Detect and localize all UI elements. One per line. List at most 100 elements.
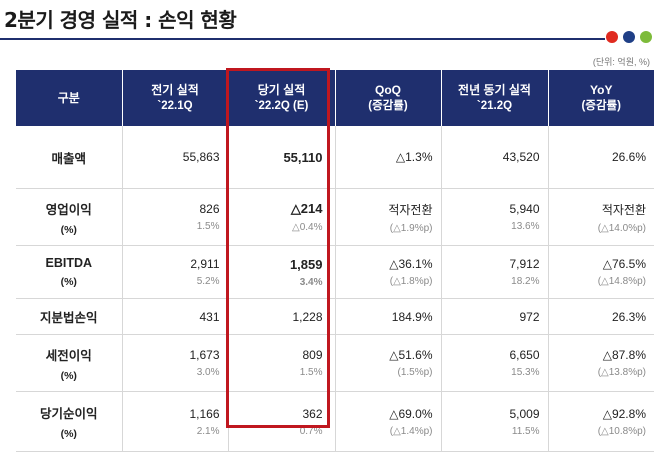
qoq-cell: △69.0% (△1.4%p) (335, 391, 442, 452)
yoy-cell: △87.8% (△13.8%p) (548, 334, 654, 392)
row-label: 지분법손익 (16, 298, 123, 335)
prev-value: 431 (199, 309, 220, 324)
blue-dot-icon (623, 31, 635, 43)
yoy-cell: △76.5% (△14.8%p) (548, 245, 654, 299)
table-row: 영업이익 (%) 826 1.5% △214 △0.4% 적자전환 (△1.9%p) 5… (16, 188, 654, 246)
yoy-value: △92.8% (602, 406, 646, 421)
table-header-row: 구분 전기 실적 `22.1Q 당기 실적 `22.2Q (E) QoQ (증감률) … (16, 70, 654, 126)
prev-cell: 55,863 (122, 126, 229, 189)
current-value: 55,110 (283, 149, 323, 165)
row-label-text: 세전이익 (45, 348, 92, 363)
year-ago-value: 7,912 (509, 257, 540, 271)
qoq-value: △1.3% (395, 150, 433, 164)
col-header-sublabel: (증감률) (581, 99, 621, 112)
row-label-text: 당기순이익 (39, 407, 98, 421)
current-margin: 0.7% (299, 425, 323, 437)
yoy-margin: (△14.0%p) (597, 222, 646, 234)
col-header-label: QoQ (375, 82, 401, 97)
col-header-sublabel: `22.2Q (E) (254, 99, 309, 112)
table-row: 세전이익 (%) 1,673 3.0% 809 1.5% △51.6% (1.5%p) … (16, 334, 654, 392)
year-ago-cell: 5,940 13.6% (441, 188, 549, 246)
year-ago-margin: 18.2% (511, 276, 540, 287)
year-ago-cell: 7,912 18.2% (441, 245, 549, 299)
col-header-prev: 전기 실적 `22.1Q (122, 70, 229, 126)
qoq-cell: △1.3% (335, 126, 442, 189)
year-ago-cell: 6,650 15.3% (441, 334, 549, 392)
red-dot-icon (606, 31, 618, 43)
yoy-value: △76.5% (602, 257, 646, 271)
qoq-margin: (1.5%p) (397, 367, 433, 378)
col-header-qoq: QoQ (증감률) (335, 70, 442, 126)
prev-cell: 431 (122, 298, 229, 335)
col-header-year-ago: 전년 동기 실적 `21.2Q (441, 70, 549, 126)
col-header-label: 전기 실적 (151, 82, 199, 97)
col-header-label: YoY (590, 82, 613, 97)
qoq-margin: (△1.4%p) (389, 425, 433, 437)
year-ago-value: 972 (519, 309, 540, 324)
page-title: 2분기 경영 실적 : 손익 현황 (4, 8, 237, 32)
yoy-margin: (△13.8%p) (597, 367, 646, 378)
qoq-value: △51.6% (389, 348, 433, 362)
yoy-cell: 26.3% (548, 298, 654, 335)
current-cell: 55,110 (228, 126, 336, 189)
row-label-sub: (%) (60, 276, 77, 288)
row-label-sub: (%) (60, 223, 77, 236)
year-ago-margin: 15.3% (511, 367, 540, 378)
row-label-sub: (%) (60, 369, 77, 382)
year-ago-value: 5,940 (509, 202, 540, 216)
qoq-cell: 적자전환 (△1.9%p) (335, 188, 442, 246)
qoq-value: △36.1% (389, 257, 433, 271)
current-value: 362 (302, 406, 323, 421)
qoq-value: 184.9% (391, 309, 433, 324)
brand-dots (606, 31, 658, 45)
current-value: 1,859 (289, 256, 323, 272)
current-value: △214 (290, 201, 323, 216)
table-row: EBITDA (%) 2,911 5.2% 1,859 3.4% △36.1% (△1.… (16, 245, 654, 299)
col-header-current: 당기 실적 `22.2Q (E) (228, 70, 336, 126)
prev-value: 826 (199, 202, 220, 216)
current-value: 809 (302, 348, 323, 362)
current-cell: 362 0.7% (228, 391, 336, 452)
prev-value: 1,673 (189, 348, 220, 362)
year-ago-cell: 43,520 (441, 126, 549, 189)
yoy-margin: (△14.8%p) (597, 276, 646, 287)
year-ago-margin: 11.5% (511, 425, 540, 437)
current-cell: 809 1.5% (228, 334, 336, 392)
col-header-sublabel: `22.1Q (157, 99, 193, 112)
qoq-value: 적자전환 (388, 202, 433, 217)
prev-value: 55,863 (182, 150, 220, 164)
yoy-margin: (△10.8%p) (597, 425, 646, 437)
prev-value: 1,166 (189, 406, 220, 421)
prev-margin: 5.2% (196, 276, 220, 287)
col-header-yoy: YoY (증감률) (548, 70, 654, 126)
prev-cell: 826 1.5% (122, 188, 229, 246)
prev-margin: 1.5% (196, 221, 220, 232)
prev-margin: 2.1% (196, 425, 220, 437)
col-header-label: 당기 실적 (257, 82, 306, 97)
qoq-cell: 184.9% (335, 298, 442, 335)
yoy-value: 26.3% (611, 309, 646, 324)
prev-margin: 3.0% (196, 367, 220, 378)
current-margin: 3.4% (299, 276, 323, 288)
table-row: 당기순이익 (%) 1,166 2.1% 362 0.7% △69.0% (△1.4%p… (16, 391, 654, 452)
year-ago-margin: 13.6% (511, 221, 540, 232)
year-ago-cell: 5,009 11.5% (441, 391, 549, 452)
row-label-text: EBITDA (45, 256, 93, 270)
current-margin: △0.4% (292, 222, 323, 233)
row-label-text: 지분법손익 (39, 311, 98, 325)
col-header-category: 구분 (16, 70, 123, 126)
col-header-label: 구분 (57, 90, 80, 105)
row-label: 세전이익 (%) (16, 334, 123, 392)
col-header-sublabel: (증감률) (368, 99, 408, 112)
prev-cell: 1,673 3.0% (122, 334, 229, 392)
current-cell: △214 △0.4% (228, 188, 336, 246)
prev-cell: 1,166 2.1% (122, 391, 229, 452)
qoq-margin: (△1.8%p) (389, 276, 433, 287)
income-table: 구분 전기 실적 `22.1Q 당기 실적 `22.2Q (E) QoQ (증감률) … (16, 70, 654, 452)
qoq-cell: △51.6% (1.5%p) (335, 334, 442, 392)
table-row: 지분법손익 431 1,228 184.9% 972 26.3% (16, 298, 654, 335)
title-underline (0, 38, 605, 40)
qoq-cell: △36.1% (△1.8%p) (335, 245, 442, 299)
row-label-text: 영업이익 (45, 202, 92, 217)
row-label: EBITDA (%) (16, 245, 123, 299)
